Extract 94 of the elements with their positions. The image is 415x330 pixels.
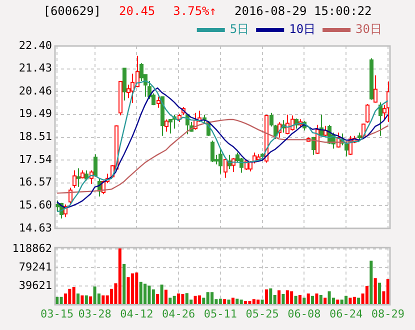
- text: 2016-08-29 15:00:22: [234, 4, 372, 18]
- bar: [177, 294, 180, 305]
- x-tick-label: 05-11: [204, 307, 237, 320]
- bar: [315, 294, 318, 305]
- y-tick-label: 18.51: [18, 130, 52, 144]
- chart-title: [600629]: [43, 4, 102, 18]
- bar: [194, 296, 197, 305]
- bar: [269, 288, 272, 305]
- candlestick: [378, 102, 382, 136]
- x-tick-label: 04-12: [120, 307, 154, 320]
- y-tick-label: 19.49: [18, 107, 52, 120]
- bar: [139, 282, 142, 305]
- candlestick: [156, 96, 160, 108]
- candlestick: [140, 62, 144, 82]
- bar: [278, 290, 281, 305]
- bar: [311, 296, 314, 305]
- bar: [68, 288, 72, 305]
- bar: [365, 286, 368, 305]
- bar: [282, 294, 285, 305]
- bar: [185, 293, 188, 305]
- x-tick-label: 03-15: [40, 307, 74, 320]
- bar: [152, 289, 155, 305]
- bar: [290, 291, 294, 305]
- bar: [344, 296, 348, 305]
- x-tick-label: 05-25: [246, 307, 279, 320]
- bar: [298, 294, 302, 305]
- bar: [72, 286, 76, 305]
- y-tick-label: 118862: [12, 242, 52, 255]
- bar: [286, 290, 289, 305]
- text: 20.45: [119, 4, 156, 18]
- bar: [144, 284, 147, 305]
- bar: [319, 294, 322, 305]
- bar: [93, 286, 96, 305]
- legend-label: 5日: [230, 22, 250, 36]
- x-tick-label: 06-24: [329, 307, 363, 320]
- bar: [126, 277, 130, 305]
- candlestick: [56, 200, 60, 212]
- candlestick: [72, 170, 76, 188]
- bar: [181, 294, 184, 305]
- bar: [76, 294, 80, 305]
- y-tick-label: 17.54: [18, 152, 52, 166]
- candlestick: [76, 168, 80, 188]
- candlestick: [94, 154, 98, 178]
- legend-label: 10日: [289, 22, 316, 36]
- bar: [294, 296, 298, 305]
- bar: [386, 279, 390, 305]
- bar: [164, 290, 168, 305]
- y-tick-label: 15.60: [18, 198, 52, 212]
- bar: [198, 295, 201, 305]
- x-tick-label: 04-26: [162, 307, 196, 320]
- bar: [236, 298, 239, 305]
- bar: [130, 273, 134, 305]
- bar: [160, 284, 164, 305]
- candlestick: [168, 118, 172, 134]
- bar: [118, 248, 122, 305]
- candlestick: [374, 74, 378, 104]
- candlestick: [224, 158, 228, 178]
- bar: [102, 295, 105, 305]
- legend-label: 30日: [356, 22, 382, 36]
- bar: [80, 295, 84, 305]
- y-tick-label: 22.40: [18, 38, 52, 52]
- bar: [135, 272, 138, 305]
- bar: [264, 289, 268, 305]
- bar: [210, 292, 214, 305]
- bar: [122, 264, 126, 305]
- candlestick: [366, 103, 370, 124]
- y-tick-label: 20.46: [18, 84, 52, 98]
- text: 3.75%↑: [173, 4, 216, 18]
- bar: [206, 292, 210, 305]
- bar: [218, 298, 222, 305]
- y-tick-label: 16.57: [18, 176, 52, 189]
- bar: [156, 294, 160, 305]
- bar: [374, 278, 377, 305]
- y-tick-label: 39621: [18, 279, 52, 292]
- bar: [328, 291, 331, 305]
- candlestick: [218, 149, 222, 174]
- candlestick: [122, 68, 126, 101]
- candlestick: [84, 170, 88, 182]
- y-tick-label: 79241: [18, 260, 52, 274]
- x-tick-label: 06-08: [288, 307, 321, 320]
- bar: [306, 294, 310, 305]
- y-tick-label: 14.63: [18, 221, 52, 234]
- x-tick-label: 08-29: [371, 307, 404, 320]
- candlestick: [164, 118, 168, 132]
- bar: [84, 295, 88, 305]
- bar: [378, 282, 382, 305]
- bar: [172, 296, 176, 305]
- y-tick-label: 21.43: [18, 62, 52, 75]
- candlestick: [90, 170, 94, 185]
- candlestick: [210, 140, 214, 162]
- bar: [148, 286, 151, 305]
- candlestick: [68, 187, 72, 204]
- bar: [370, 260, 373, 305]
- x-tick-label: 03-28: [78, 307, 112, 320]
